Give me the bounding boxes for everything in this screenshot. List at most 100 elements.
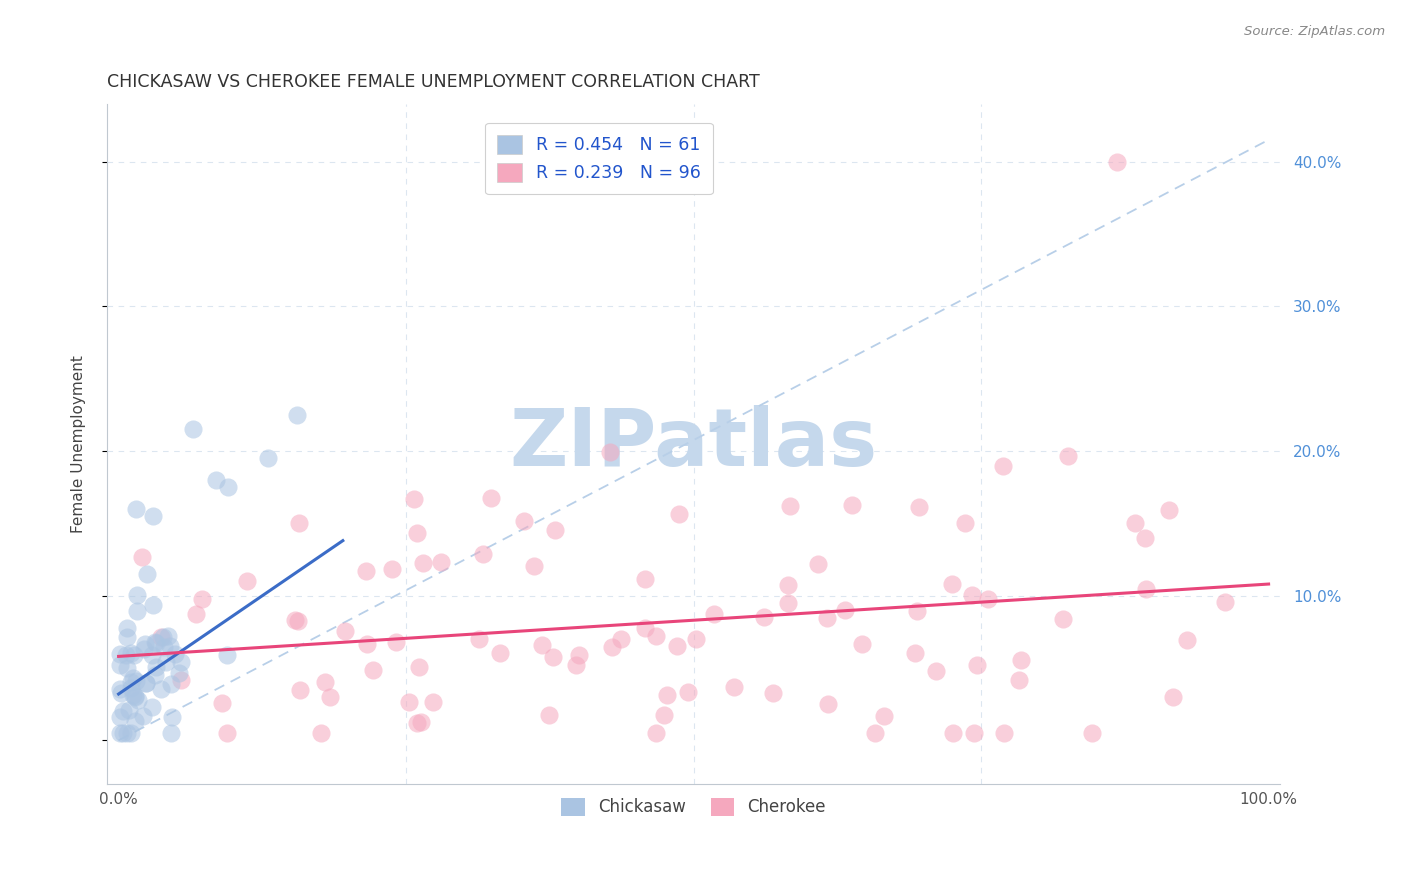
Point: [181, 422, 204, 436]
Point: [963, 726, 986, 740]
Point: [120, 646, 142, 660]
Point: [110, 658, 132, 673]
Point: [115, 726, 138, 740]
Point: [115, 621, 138, 635]
Point: [141, 700, 163, 714]
Point: [1157, 503, 1180, 517]
Point: [1010, 653, 1032, 667]
Point: [993, 726, 1015, 740]
Point: [131, 550, 153, 565]
Point: [1135, 531, 1157, 545]
Text: Source: ZipAtlas.com: Source: ZipAtlas.com: [1244, 25, 1385, 38]
Point: [953, 516, 976, 530]
Point: [530, 638, 553, 652]
Point: [685, 632, 707, 647]
Point: [141, 648, 163, 662]
Point: [318, 690, 340, 704]
Point: [409, 714, 432, 729]
Point: [430, 556, 453, 570]
Point: [125, 604, 148, 618]
Point: [145, 660, 167, 674]
Point: [406, 525, 429, 540]
Point: [991, 458, 1014, 473]
Point: [1163, 690, 1185, 704]
Point: [120, 681, 142, 695]
Point: [118, 703, 141, 717]
Point: [120, 726, 142, 740]
Point: [155, 655, 177, 669]
Point: [159, 639, 181, 653]
Point: [610, 632, 633, 646]
Point: [143, 634, 166, 648]
Point: [167, 665, 190, 680]
Point: [135, 675, 157, 690]
Point: [217, 725, 239, 739]
Point: [184, 607, 207, 621]
Point: [905, 604, 928, 618]
Point: [817, 697, 839, 711]
Point: [115, 648, 138, 662]
Point: [354, 564, 377, 578]
Point: [942, 726, 965, 740]
Point: [112, 726, 135, 740]
Point: [124, 648, 146, 662]
Point: [1052, 612, 1074, 626]
Point: [776, 596, 799, 610]
Point: [634, 572, 657, 586]
Point: [361, 663, 384, 677]
Point: [398, 695, 420, 709]
Point: [568, 648, 591, 662]
Point: [703, 607, 725, 622]
Text: CHICKASAW VS CHEROKEE FEMALE UNEMPLOYMENT CORRELATION CHART: CHICKASAW VS CHEROKEE FEMALE UNEMPLOYMEN…: [107, 73, 759, 91]
Point: [1081, 726, 1104, 740]
Point: [127, 692, 149, 706]
Point: [776, 578, 799, 592]
Point: [143, 667, 166, 681]
Point: [191, 592, 214, 607]
Point: [1123, 516, 1146, 530]
Point: [217, 648, 239, 662]
Point: [127, 588, 149, 602]
Point: [977, 592, 1000, 607]
Point: [124, 674, 146, 689]
Point: [115, 630, 138, 644]
Point: [150, 681, 173, 696]
Point: [309, 726, 332, 740]
Point: [110, 686, 132, 700]
Point: [645, 629, 668, 643]
Point: [834, 602, 856, 616]
Point: [1135, 582, 1157, 596]
Point: [1213, 595, 1236, 609]
Point: [1175, 632, 1198, 647]
Legend: Chickasaw, Cherokee: Chickasaw, Cherokee: [554, 791, 832, 823]
Point: [163, 648, 186, 662]
Point: [471, 547, 494, 561]
Point: [287, 614, 309, 628]
Point: [160, 677, 183, 691]
Point: [160, 726, 183, 740]
Point: [170, 673, 193, 688]
Point: [904, 647, 927, 661]
Point: [284, 614, 307, 628]
Point: [124, 689, 146, 703]
Point: [160, 710, 183, 724]
Point: [384, 635, 406, 649]
Point: [153, 640, 176, 654]
Point: [335, 624, 357, 638]
Point: [124, 714, 146, 728]
Point: [565, 658, 588, 673]
Point: [157, 629, 180, 643]
Point: [754, 610, 776, 624]
Point: [314, 675, 336, 690]
Point: [136, 566, 159, 581]
Point: [211, 696, 233, 710]
Point: [779, 500, 801, 514]
Point: [537, 707, 560, 722]
Point: [152, 630, 174, 644]
Point: [541, 650, 564, 665]
Point: [132, 709, 155, 723]
Point: [121, 671, 143, 685]
Point: [544, 523, 567, 537]
Point: [676, 685, 699, 699]
Point: [422, 695, 444, 709]
